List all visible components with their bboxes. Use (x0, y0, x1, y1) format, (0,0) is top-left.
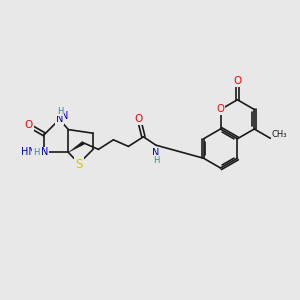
Text: H: H (153, 156, 160, 165)
Text: HN: HN (21, 147, 36, 158)
Text: N: N (152, 148, 160, 158)
Text: N: N (56, 114, 63, 124)
Text: S: S (75, 158, 82, 171)
Text: H: H (33, 148, 39, 157)
Text: H: H (58, 109, 64, 118)
Text: N: N (41, 147, 48, 158)
Text: H: H (57, 106, 63, 116)
Polygon shape (68, 141, 84, 152)
Text: O: O (135, 114, 143, 124)
Text: N: N (61, 111, 68, 122)
Text: O: O (25, 120, 33, 130)
Text: CH₃: CH₃ (272, 130, 287, 139)
Text: O: O (233, 76, 242, 86)
Text: O: O (217, 104, 224, 115)
